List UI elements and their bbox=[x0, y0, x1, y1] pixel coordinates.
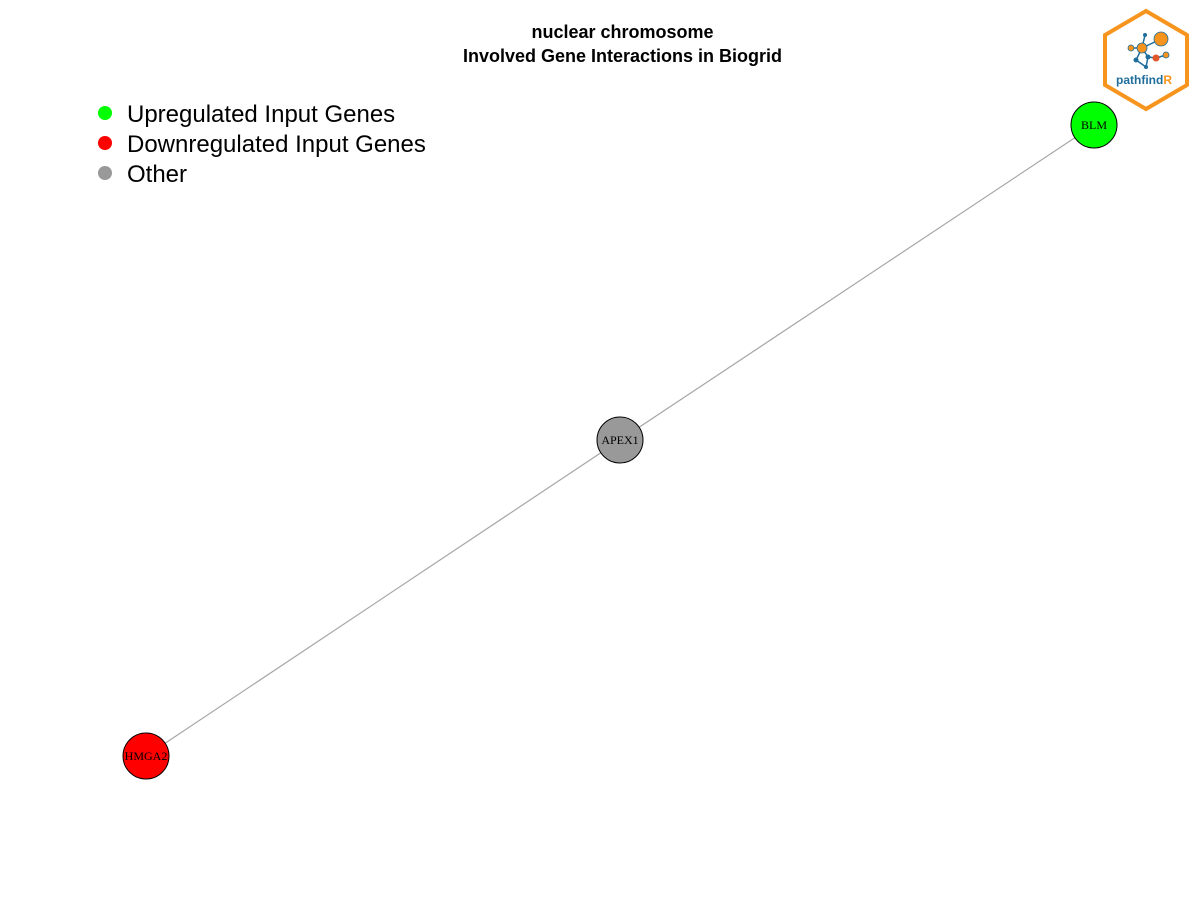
edge-blm-apex1 bbox=[619, 124, 1095, 441]
node-circle-apex1 bbox=[596, 416, 644, 464]
legend-dot-other bbox=[98, 165, 112, 180]
legend-dot-downregulated bbox=[98, 135, 112, 150]
node-apex1: APEX1 bbox=[596, 416, 644, 464]
title-line-1: nuclear chromosome bbox=[531, 22, 714, 42]
figure-title: nuclear chromosome Involved Gene Interac… bbox=[0, 20, 1200, 68]
node-hmga2: HMGA2 bbox=[122, 732, 170, 780]
node-label-hmga2: HMGA2 bbox=[125, 749, 168, 763]
legend: Upregulated Input Genes Downregulated In… bbox=[98, 100, 426, 190]
edges-layer bbox=[145, 124, 1095, 757]
edge-apex1-hmga2 bbox=[145, 439, 621, 757]
legend-label-downregulated: Downregulated Input Genes bbox=[127, 131, 426, 158]
title-line-2: Involved Gene Interactions in Biogrid bbox=[462, 46, 783, 66]
logo-text-accent: R bbox=[1163, 73, 1172, 87]
logo-hexagon bbox=[1103, 8, 1189, 112]
node-label-blm: BLM bbox=[1081, 118, 1107, 132]
legend-label-upregulated: Upregulated Input Genes bbox=[127, 101, 396, 128]
pathfindr-logo: pathfindR bbox=[1103, 8, 1189, 112]
logo-wordmark: pathfindR bbox=[1116, 73, 1172, 87]
legend-item-other: Other bbox=[98, 160, 426, 190]
legend-item-downregulated: Downregulated Input Genes bbox=[98, 130, 426, 160]
legend-label-other: Other bbox=[127, 161, 188, 188]
legend-dot-upregulated bbox=[98, 105, 112, 120]
node-blm: BLM bbox=[1070, 101, 1118, 149]
node-circle-blm bbox=[1070, 101, 1118, 149]
legend-item-upregulated: Upregulated Input Genes bbox=[98, 100, 426, 130]
logo-text-main: pathfind bbox=[1116, 73, 1163, 87]
node-circle-hmga2 bbox=[122, 732, 170, 780]
nodes-layer: BLM APEX1 HMGA2 bbox=[122, 101, 1118, 780]
node-label-apex1: APEX1 bbox=[601, 433, 638, 447]
logo-network-icon bbox=[1127, 31, 1170, 69]
